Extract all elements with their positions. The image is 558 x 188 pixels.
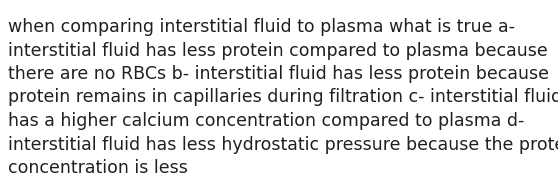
Text: concentration is less: concentration is less: [8, 159, 188, 177]
Text: there are no RBCs b- interstitial fluid has less protein because: there are no RBCs b- interstitial fluid …: [8, 65, 549, 83]
Text: has a higher calcium concentration compared to plasma d-: has a higher calcium concentration compa…: [8, 112, 525, 130]
Text: interstitial fluid has less hydrostatic pressure because the protein: interstitial fluid has less hydrostatic …: [8, 136, 558, 153]
Text: when comparing interstitial fluid to plasma what is true a-: when comparing interstitial fluid to pla…: [8, 18, 515, 36]
Text: interstitial fluid has less protein compared to plasma because: interstitial fluid has less protein comp…: [8, 42, 548, 59]
Text: protein remains in capillaries during filtration c- interstitial fluid: protein remains in capillaries during fi…: [8, 89, 558, 106]
